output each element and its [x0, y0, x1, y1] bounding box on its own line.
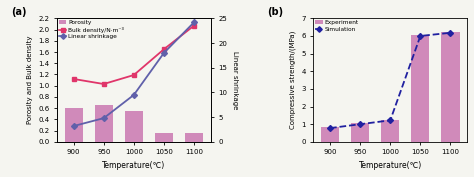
Text: (a): (a): [11, 7, 27, 17]
Y-axis label: Linear shrinkage: Linear shrinkage: [232, 51, 238, 109]
Bulk density/N·m⁻³: [161, 48, 167, 50]
Bar: [95, 105, 113, 142]
Linear shrinkage: [191, 21, 197, 23]
Bar: [441, 32, 459, 142]
Linear shrinkage: [101, 117, 107, 119]
Bar: [351, 123, 369, 142]
Y-axis label: Compressive strength/(MPa): Compressive strength/(MPa): [289, 31, 296, 129]
Y-axis label: Porosity and Bulk density: Porosity and Bulk density: [27, 36, 33, 124]
Bar: [125, 111, 143, 142]
Linear shrinkage: [71, 125, 76, 127]
Linear shrinkage: [161, 52, 167, 54]
Simulation: [327, 127, 333, 129]
Simulation: [418, 35, 423, 37]
Bar: [381, 120, 399, 142]
X-axis label: Temperature(℃): Temperature(℃): [102, 161, 165, 170]
Simulation: [357, 123, 363, 125]
Bulk density/N·m⁻³: [71, 78, 76, 80]
Line: Simulation: Simulation: [328, 31, 453, 130]
Bulk density/N·m⁻³: [191, 25, 197, 27]
Line: Bulk density/N·m⁻³: Bulk density/N·m⁻³: [71, 23, 197, 86]
Bar: [155, 133, 173, 142]
Bar: [64, 108, 82, 142]
Bulk density/N·m⁻³: [131, 74, 137, 76]
Legend: Experiment, Simulation: Experiment, Simulation: [315, 20, 359, 32]
Simulation: [387, 119, 393, 121]
Text: (b): (b): [267, 7, 283, 17]
Line: Linear shrinkage: Linear shrinkage: [72, 20, 196, 128]
Bar: [321, 127, 339, 142]
Simulation: [447, 32, 453, 34]
X-axis label: Temperature(℃): Temperature(℃): [359, 161, 422, 170]
Bulk density/N·m⁻³: [101, 83, 107, 85]
Linear shrinkage: [131, 94, 137, 96]
Bar: [411, 35, 429, 142]
Legend: Porosity, Bulk density/N·m⁻³, Linear shrinkage: Porosity, Bulk density/N·m⁻³, Linear shr…: [59, 20, 124, 39]
Bar: [185, 133, 203, 142]
